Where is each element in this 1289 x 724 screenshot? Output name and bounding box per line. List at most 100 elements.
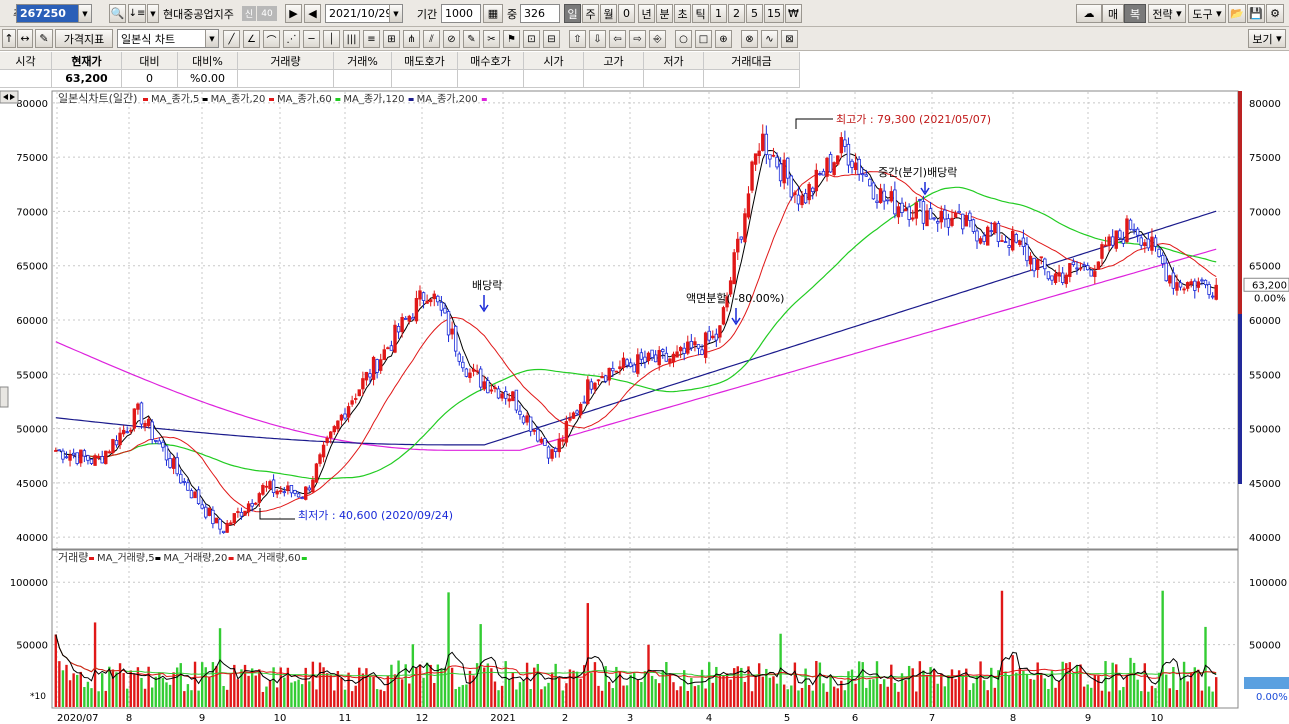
text-icon[interactable]: ⊡ [523, 30, 540, 48]
trendline-icon[interactable]: ╱ [223, 30, 240, 48]
erase-icon[interactable]: ⊠ [781, 30, 798, 48]
volume-bar [215, 666, 218, 707]
next-stock-icon[interactable]: ▶ [285, 4, 302, 23]
zoom-input[interactable]: 326 [520, 4, 560, 23]
volume-bar [300, 684, 304, 707]
volume-bar [211, 662, 215, 707]
magnet-icon[interactable]: ⊗ [741, 30, 758, 48]
volume-bar [850, 669, 854, 707]
date-dropdown-icon[interactable]: ▼ [389, 5, 402, 22]
candle [1143, 242, 1147, 247]
prev-stock-icon[interactable]: ◀ [304, 4, 321, 23]
cloud-icon[interactable]: ☁ [1076, 4, 1102, 23]
period-button-4[interactable]: 년 [638, 4, 655, 23]
candle [1064, 274, 1068, 285]
fork-icon[interactable]: ⋔ [403, 30, 420, 48]
candle [254, 502, 258, 505]
mark-icon[interactable]: ⎆ [649, 30, 666, 48]
candle [432, 293, 436, 300]
volume-bar [1147, 691, 1150, 707]
volume-bar [843, 690, 847, 707]
cycle-icon[interactable]: ⊘ [443, 30, 460, 48]
up-arrow-icon[interactable]: ⇧ [569, 30, 586, 48]
volume-bar [1097, 675, 1100, 707]
volume-bar [518, 682, 522, 707]
resize-icon[interactable]: ↔ [17, 29, 33, 48]
quote-value-11 [704, 70, 800, 88]
zoom-in-icon[interactable]: ⊕ [715, 30, 732, 48]
buy-sell-button[interactable]: 매 [1102, 4, 1124, 23]
volume-bar [61, 670, 65, 707]
vlines-icon[interactable]: ||| [343, 30, 360, 48]
search-icon[interactable]: 🔍 [109, 4, 126, 23]
candle [1132, 228, 1136, 231]
split-annotation: 액면분할( -80.00%) [686, 292, 784, 305]
stock-code-input[interactable]: 267250 ▼ [16, 4, 92, 23]
date-input[interactable]: 2021/10/29 ▼ [325, 4, 403, 23]
edit-icon[interactable]: ✎ [35, 29, 53, 48]
legend-label: MA_종가,60 [277, 93, 332, 105]
period-button-1[interactable]: 주 [582, 4, 599, 23]
period-button-3[interactable]: 0 [618, 4, 635, 23]
arc-icon[interactable]: ⌒ [263, 30, 280, 48]
period-input[interactable]: 1000 [441, 4, 481, 23]
rect-icon[interactable]: □ [695, 30, 712, 48]
period-button-5[interactable]: 분 [656, 4, 673, 23]
compound-button[interactable]: 복 [1124, 4, 1146, 23]
down-arrow-icon[interactable]: ⇩ [589, 30, 606, 48]
volume-bar [240, 669, 243, 707]
volume-bar [1136, 679, 1139, 707]
volume-bar [536, 663, 540, 707]
period-button-11[interactable]: 15 [764, 4, 784, 23]
sort-icon[interactable]: ↓≡ [128, 4, 146, 23]
legend-label: MA_거래량,60 [237, 552, 301, 564]
tools-button[interactable]: 도구 ▾ [1188, 4, 1226, 23]
period-button-7[interactable]: 틱 [692, 4, 709, 23]
left-arrow-icon[interactable]: ⇦ [609, 30, 626, 48]
fan-icon[interactable]: ⋰ [283, 30, 300, 48]
volume-bar [172, 672, 175, 707]
candle [1021, 237, 1026, 247]
candle [414, 298, 419, 322]
parallel-icon[interactable]: ⫽ [423, 30, 440, 48]
right-arrow-icon[interactable]: ⇨ [629, 30, 646, 48]
period-button-2[interactable]: 월 [600, 4, 617, 23]
candle [621, 357, 626, 368]
circle-icon[interactable]: ○ [675, 30, 692, 48]
cut-icon[interactable]: ✂ [483, 30, 500, 48]
period-button-12[interactable]: ₩ [785, 4, 802, 23]
settings-icon[interactable]: ⚙ [1266, 4, 1284, 23]
delete-icon[interactable]: ⊟ [543, 30, 560, 48]
code-dropdown-icon[interactable]: ▼ [78, 5, 91, 22]
period-button-6[interactable]: 초 [674, 4, 691, 23]
volume-bar [322, 667, 325, 707]
price-indicator-button[interactable]: 가격지표 [55, 29, 113, 48]
box-icon[interactable]: ⊞ [383, 30, 400, 48]
volume-bar [404, 664, 407, 707]
chart-type-select[interactable]: 일본식 차트 ▼ [117, 29, 219, 48]
strategy-button[interactable]: 전략 ▾ [1148, 4, 1186, 23]
vline-icon[interactable]: │ [323, 30, 340, 48]
volume-bar [929, 667, 932, 707]
period-button-8[interactable]: 1 [710, 4, 727, 23]
list-dropdown-icon[interactable]: ▼ [147, 4, 159, 23]
hlines-icon[interactable]: ≡ [363, 30, 380, 48]
hline-icon[interactable]: ─ [303, 30, 320, 48]
wave-icon[interactable]: ∿ [761, 30, 778, 48]
open-folder-icon[interactable]: 📂 [1228, 4, 1246, 23]
chart-type-dropdown-icon[interactable]: ▼ [205, 30, 218, 47]
view-button[interactable]: 보기 ▾ [1248, 29, 1286, 48]
flag-icon[interactable]: ⚑ [503, 30, 520, 48]
candle [1185, 282, 1190, 289]
volume-bar [1093, 675, 1097, 707]
candle [789, 175, 794, 198]
grid-icon[interactable]: ▦ [483, 4, 503, 23]
save-icon[interactable]: 💾 [1247, 4, 1265, 23]
angle-icon[interactable]: ∠ [243, 30, 260, 48]
volume-bar [200, 662, 204, 707]
period-button-0[interactable]: 일 [564, 4, 581, 23]
pen-icon[interactable]: ✎ [463, 30, 480, 48]
scroll-up-icon[interactable]: ↑ [2, 29, 16, 48]
period-button-9[interactable]: 2 [728, 4, 745, 23]
period-button-10[interactable]: 5 [746, 4, 763, 23]
